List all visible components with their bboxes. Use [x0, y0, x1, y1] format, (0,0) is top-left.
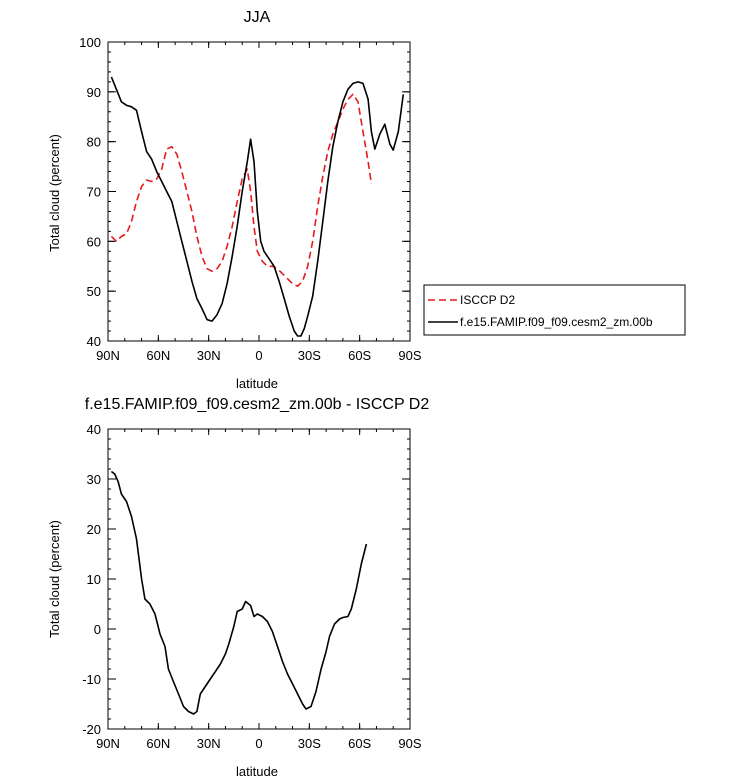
series-line-0 — [110, 470, 368, 715]
chart-title: f.e15.FAMIP.f09_f09.cesm2_zm.00b - ISCCP… — [85, 396, 430, 413]
y-tick-label: 70 — [87, 185, 101, 200]
x-tick-label: 60S — [348, 736, 371, 751]
legend-box — [423, 284, 686, 336]
x-tick-label: 60N — [146, 736, 170, 751]
y-tick-label: 90 — [87, 85, 101, 100]
x-tick-label: 90N — [96, 736, 120, 751]
x-tick-label: 90S — [398, 348, 421, 363]
y-tick-label: 80 — [87, 135, 101, 150]
legend-label-model: f.e15.FAMIP.f09_f09.cesm2_zm.00b — [460, 315, 653, 329]
y-tick-label: -20 — [82, 722, 101, 737]
y-axis-label: Total cloud (percent) — [47, 520, 62, 638]
y-tick-label: 50 — [87, 284, 101, 299]
panel-bottom: f.e15.FAMIP.f09_f09.cesm2_zm.00b - ISCCP… — [47, 396, 429, 779]
series-line-1 — [110, 76, 405, 337]
x-tick-label: 60S — [348, 348, 371, 363]
chart-title: JJA — [244, 9, 271, 26]
x-tick-label: 30S — [298, 348, 321, 363]
x-axis-label: latitude — [236, 764, 278, 779]
x-tick-label: 0 — [255, 736, 262, 751]
x-tick-label: 30S — [298, 736, 321, 751]
x-tick-label: 30N — [197, 736, 221, 751]
legend: ISCCP D2 f.e15.FAMIP.f09_f09.cesm2_zm.00… — [423, 284, 686, 336]
y-axis-label: Total cloud (percent) — [47, 134, 62, 252]
x-axis-label: latitude — [236, 376, 278, 391]
x-tick-label: 90S — [398, 736, 421, 751]
x-tick-label: 0 — [255, 348, 262, 363]
series-line-0 — [110, 93, 373, 287]
y-tick-label: -10 — [82, 672, 101, 687]
y-tick-label: 20 — [87, 522, 101, 537]
x-tick-label: 30N — [197, 348, 221, 363]
y-tick-label: 100 — [79, 35, 101, 50]
panel-top: JJA latitude Total cloud (percent) 90N 60… — [47, 9, 422, 391]
y-tick-label: 40 — [87, 422, 101, 437]
x-tick-label: 60N — [146, 348, 170, 363]
y-tick-label: 30 — [87, 472, 101, 487]
series-lines — [110, 76, 405, 337]
y-tick-label: 40 — [87, 334, 101, 349]
legend-label-isccp: ISCCP D2 — [460, 293, 515, 307]
axes-ticks: 90N 60N 30N 0 30S 60S 90S -20 -10 0 10 20 30 40 — [82, 422, 422, 751]
y-tick-label: 60 — [87, 234, 101, 249]
plot-frame — [107, 41, 411, 342]
y-tick-label: 10 — [87, 572, 101, 587]
series-lines — [110, 470, 368, 715]
x-tick-label: 90N — [96, 348, 120, 363]
y-tick-label: 0 — [94, 622, 101, 637]
plot-frame — [107, 428, 411, 730]
